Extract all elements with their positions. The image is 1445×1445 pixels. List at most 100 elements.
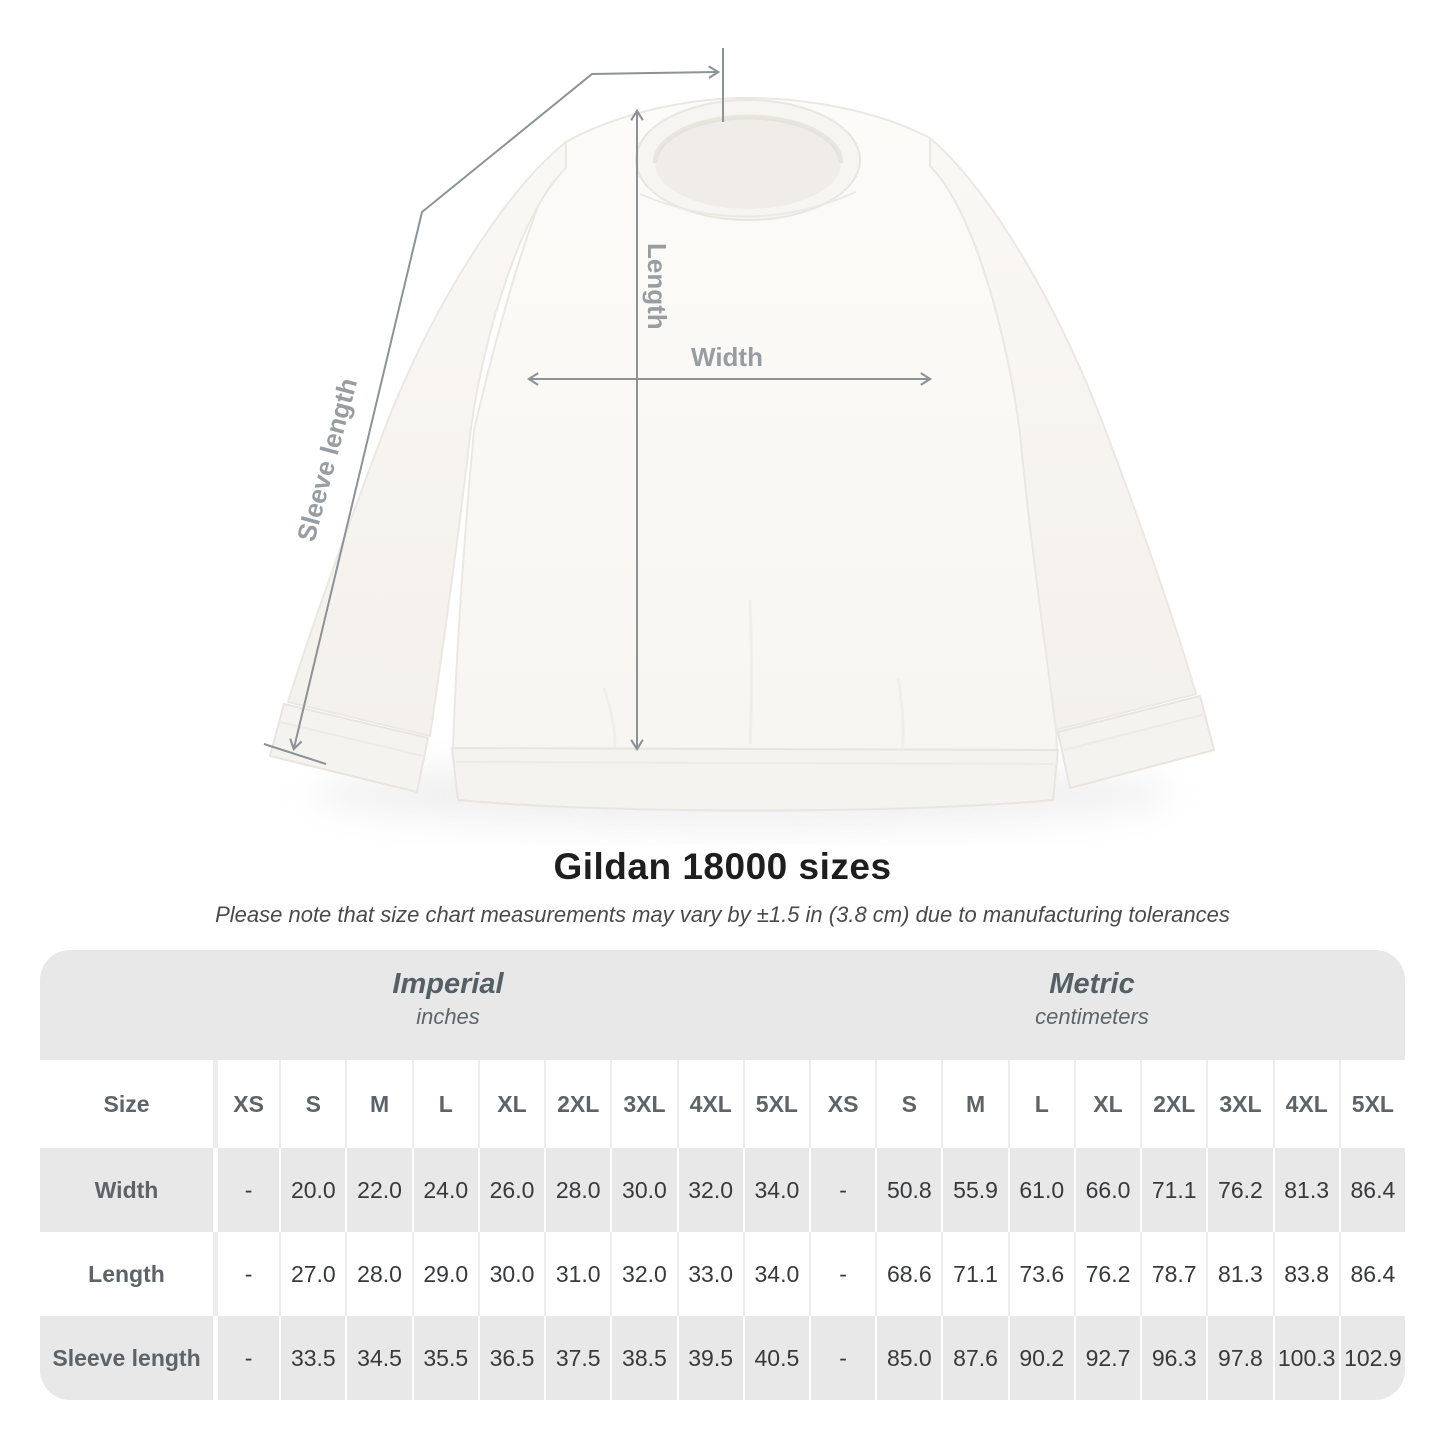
- sweatshirt-right-sleeve: [929, 137, 1197, 731]
- table-row-sleeve-length: Sleeve length -33.5 34.5 35.5 36.5 37.5 38.5 39…: [40, 1316, 1405, 1400]
- sweatshirt-diagram: Length Width Sleeve length: [263, 48, 1215, 830]
- metric-value: 50.8: [875, 1148, 942, 1232]
- imperial-value: 40.5: [742, 1316, 809, 1400]
- metric-value: 96.3: [1140, 1316, 1207, 1400]
- metric-value: 86.4: [1338, 1148, 1405, 1232]
- size-header-imperial-2xl: 2XL: [544, 1060, 611, 1148]
- size-header-imperial-5xl: 5XL: [742, 1060, 809, 1148]
- imperial-group-label: Imperial: [392, 968, 504, 1000]
- table-header-band: Imperial inches Metric centimeters: [40, 950, 1405, 1060]
- imperial-value: -: [213, 1148, 280, 1232]
- size-table: Imperial inches Metric centimeters Size X…: [40, 950, 1405, 1400]
- imperial-value: 26.0: [477, 1148, 545, 1232]
- sweatshirt-right-cuff: [1057, 695, 1215, 789]
- size-header-metric-m: M: [941, 1060, 1008, 1148]
- imperial-group-header: Imperial inches: [392, 966, 503, 1032]
- metric-value: 73.6: [1007, 1232, 1074, 1316]
- size-column-header: Size: [40, 1060, 213, 1148]
- imperial-value: 33.5: [279, 1316, 346, 1400]
- sweatshirt-illustration: [269, 97, 1215, 812]
- metric-value: 68.6: [875, 1232, 942, 1316]
- table-row-width: Width -20.0 22.0 24.0 26.0 28.0 30.0 32.0 34.0-5…: [40, 1148, 1405, 1232]
- metric-value: 85.0: [875, 1316, 942, 1400]
- imperial-value: 38.5: [610, 1316, 677, 1400]
- imperial-value: -: [213, 1316, 280, 1400]
- sleeve-measure-line: [289, 65, 721, 752]
- row-label: Sleeve length: [40, 1316, 213, 1400]
- size-header-metric-xs: XS: [808, 1060, 876, 1148]
- imperial-group-unit: inches: [416, 1004, 480, 1029]
- row-label: Length: [40, 1232, 213, 1316]
- metric-value: 102.9: [1338, 1316, 1405, 1400]
- imperial-value: 34.0: [742, 1148, 809, 1232]
- metric-value: 78.7: [1140, 1232, 1207, 1316]
- metric-value: -: [808, 1316, 876, 1400]
- size-header-imperial-s: S: [279, 1060, 346, 1148]
- size-header-imperial-4xl: 4XL: [676, 1060, 743, 1148]
- imperial-value: 34.0: [742, 1232, 809, 1316]
- metric-value: 100.3: [1272, 1316, 1339, 1400]
- size-header-metric-4xl: 4XL: [1272, 1060, 1339, 1148]
- imperial-value: 27.0: [279, 1232, 346, 1316]
- imperial-value: 24.0: [411, 1148, 478, 1232]
- metric-value: 71.1: [1140, 1148, 1207, 1232]
- sweatshirt-hem-band: [451, 747, 1059, 812]
- size-header-imperial-3xl: 3XL: [610, 1060, 677, 1148]
- metric-value: 83.8: [1272, 1232, 1339, 1316]
- metric-value: 66.0: [1073, 1148, 1141, 1232]
- metric-group-unit: centimeters: [1035, 1004, 1149, 1029]
- imperial-value: 20.0: [279, 1148, 346, 1232]
- imperial-value: 29.0: [411, 1232, 478, 1316]
- imperial-value: 36.5: [477, 1316, 545, 1400]
- table-body: Width -20.0 22.0 24.0 26.0 28.0 30.0 32.0 34.0-5…: [40, 1148, 1405, 1400]
- size-header-metric-5xl: 5XL: [1338, 1060, 1405, 1148]
- metric-value: 61.0: [1007, 1148, 1074, 1232]
- row-label: Width: [40, 1148, 213, 1232]
- metric-value: 86.4: [1338, 1232, 1405, 1316]
- metric-value: -: [808, 1232, 876, 1316]
- metric-value: 90.2: [1007, 1316, 1074, 1400]
- imperial-value: 22.0: [345, 1148, 412, 1232]
- imperial-value: 28.0: [544, 1148, 611, 1232]
- size-header-imperial-m: M: [345, 1060, 412, 1148]
- metric-value: 92.7: [1073, 1316, 1141, 1400]
- imperial-value: 32.0: [610, 1232, 677, 1316]
- imperial-value: 31.0: [544, 1232, 611, 1316]
- metric-value: 76.2: [1206, 1148, 1273, 1232]
- metric-value: 97.8: [1206, 1316, 1273, 1400]
- measurement-overlay: [263, 48, 933, 765]
- metric-value: 87.6: [941, 1316, 1008, 1400]
- imperial-value: 35.5: [411, 1316, 478, 1400]
- size-header-imperial-xs: XS: [213, 1060, 280, 1148]
- imperial-value: 34.5: [345, 1316, 412, 1400]
- metric-value: -: [808, 1148, 876, 1232]
- metric-group-label: Metric: [1049, 968, 1135, 1000]
- imperial-value: 37.5: [544, 1316, 611, 1400]
- tolerance-note: Please note that size chart measurements…: [215, 902, 1230, 927]
- cuff-tick-line: [263, 743, 327, 765]
- size-header-row: Size XS S M L XL 2XL 3XL 4XL 5XL XS S M L XL 2XL 3XL 4XL 5…: [40, 1060, 1405, 1148]
- length-measure-label: Length: [642, 243, 672, 330]
- metric-value: 71.1: [941, 1232, 1008, 1316]
- metric-value: 76.2: [1073, 1232, 1141, 1316]
- imperial-value: 30.0: [477, 1232, 545, 1316]
- width-measure-label: Width: [691, 342, 763, 372]
- imperial-value: 33.0: [676, 1232, 743, 1316]
- size-header-metric-l: L: [1007, 1060, 1074, 1148]
- imperial-value: 30.0: [610, 1148, 677, 1232]
- size-header-metric-2xl: 2XL: [1140, 1060, 1207, 1148]
- size-header-imperial-l: L: [411, 1060, 478, 1148]
- imperial-value: 32.0: [676, 1148, 743, 1232]
- size-header-metric-s: S: [875, 1060, 942, 1148]
- imperial-value: 28.0: [345, 1232, 412, 1316]
- imperial-value: -: [213, 1232, 280, 1316]
- metric-group-header: Metric centimeters: [1035, 966, 1149, 1032]
- size-header-metric-3xl: 3XL: [1206, 1060, 1273, 1148]
- imperial-value: 39.5: [676, 1316, 743, 1400]
- metric-value: 81.3: [1206, 1232, 1273, 1316]
- size-header-imperial-xl: XL: [477, 1060, 545, 1148]
- table-row-length: Length -27.0 28.0 29.0 30.0 31.0 32.0 33.0 34.0-…: [40, 1232, 1405, 1316]
- size-header-metric-xl: XL: [1073, 1060, 1141, 1148]
- metric-value: 81.3: [1272, 1148, 1339, 1232]
